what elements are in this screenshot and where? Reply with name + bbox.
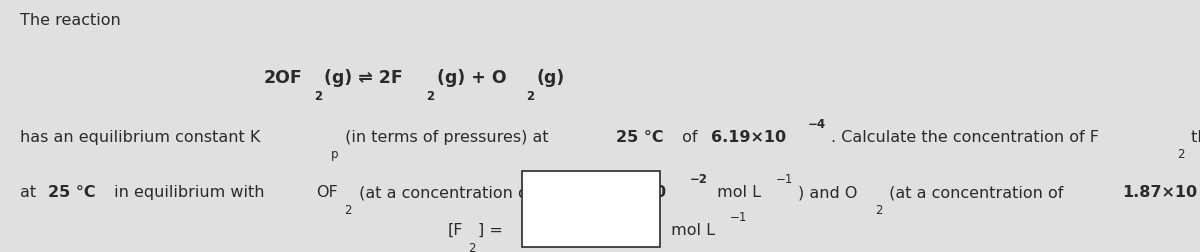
Text: in equilibrium with: in equilibrium with <box>109 185 270 200</box>
Text: has an equilibrium constant K: has an equilibrium constant K <box>20 129 260 144</box>
Text: (at a concentration of: (at a concentration of <box>354 185 539 200</box>
Text: mol L: mol L <box>713 185 762 200</box>
Text: 2: 2 <box>527 89 534 103</box>
Text: (at a concentration of: (at a concentration of <box>884 185 1069 200</box>
Text: p: p <box>330 147 338 161</box>
Text: (g): (g) <box>536 69 565 87</box>
FancyBboxPatch shape <box>522 171 660 247</box>
Text: 2: 2 <box>426 89 434 103</box>
Text: OF: OF <box>317 185 338 200</box>
Text: 3.22×10: 3.22×10 <box>593 185 667 200</box>
Text: mol L: mol L <box>666 223 715 237</box>
Text: 2: 2 <box>875 203 882 216</box>
Text: 2: 2 <box>344 203 352 216</box>
Text: ) and O: ) and O <box>798 185 858 200</box>
Text: that will be present: that will be present <box>1187 129 1200 144</box>
Text: The reaction: The reaction <box>20 13 121 28</box>
Text: [F: [F <box>448 223 463 237</box>
Text: 2OF: 2OF <box>264 69 302 87</box>
Text: 25 °C: 25 °C <box>616 129 664 144</box>
Text: of: of <box>678 129 703 144</box>
Text: at: at <box>20 185 42 200</box>
Text: 2: 2 <box>468 241 475 252</box>
Text: −1: −1 <box>775 173 793 186</box>
Text: 2: 2 <box>314 89 322 103</box>
Text: 6.19×10: 6.19×10 <box>710 129 786 144</box>
Text: 25 °C: 25 °C <box>48 185 96 200</box>
Text: 2: 2 <box>1177 147 1184 161</box>
Text: −4: −4 <box>808 117 826 130</box>
Text: −2: −2 <box>689 173 707 186</box>
Text: (g) ⇌ 2F: (g) ⇌ 2F <box>324 69 403 87</box>
Text: (in terms of pressures) at: (in terms of pressures) at <box>341 129 554 144</box>
Text: ] =: ] = <box>478 223 508 237</box>
Text: (g) + O: (g) + O <box>437 69 506 87</box>
Text: 1.87×10: 1.87×10 <box>1122 185 1198 200</box>
Text: −1: −1 <box>730 210 746 224</box>
Text: . Calculate the concentration of F: . Calculate the concentration of F <box>830 129 1099 144</box>
